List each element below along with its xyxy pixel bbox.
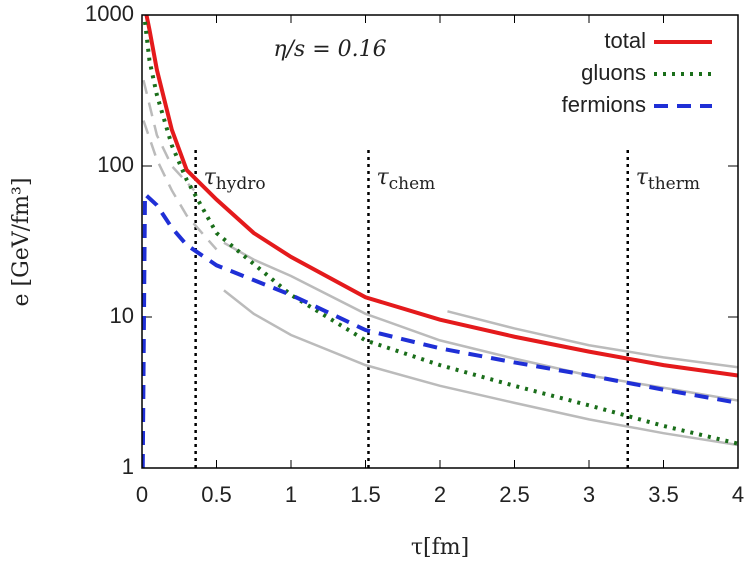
reference-label: τtherm bbox=[636, 165, 700, 194]
x-tick-label: 3 bbox=[583, 482, 595, 507]
plot-frame bbox=[141, 14, 739, 469]
series-line bbox=[142, 21, 738, 446]
y-axis-label: e [GeV/fm³] bbox=[9, 178, 34, 307]
y-tick-label: 100 bbox=[97, 152, 134, 177]
x-axis-label: τ[fm] bbox=[411, 535, 469, 560]
legend-label: total bbox=[604, 28, 646, 53]
reference-subscript: chem bbox=[389, 174, 436, 194]
series-line bbox=[142, 79, 196, 192]
x-tick-label: 2 bbox=[434, 482, 446, 507]
x-tick-label: 2.5 bbox=[499, 482, 530, 507]
x-tick-label: 3.5 bbox=[648, 482, 679, 507]
y-tick-label: 10 bbox=[110, 303, 134, 328]
x-tick-label: 0.5 bbox=[201, 482, 232, 507]
x-tick-label: 4 bbox=[732, 482, 744, 507]
series-line bbox=[142, 189, 738, 468]
series-line bbox=[144, 15, 738, 378]
series-line bbox=[223, 289, 738, 447]
series-line bbox=[447, 310, 738, 369]
reference-symbol: τ bbox=[204, 165, 217, 190]
reference-symbol: τ bbox=[376, 165, 389, 190]
y-tick-label: 1000 bbox=[85, 1, 134, 26]
reference-label: τhydro bbox=[204, 165, 266, 194]
x-tick-label: 1 bbox=[285, 482, 297, 507]
series-line bbox=[142, 120, 218, 251]
x-tick-label: 0 bbox=[136, 482, 148, 507]
reference-subscript: therm bbox=[648, 174, 700, 194]
reference-label: τchem bbox=[376, 165, 435, 194]
reference-symbol: τ bbox=[636, 165, 649, 190]
reference-subscript: hydro bbox=[216, 174, 266, 194]
y-tick-label: 1 bbox=[122, 454, 134, 479]
series-line bbox=[223, 241, 738, 402]
legend-label: gluons bbox=[581, 60, 646, 85]
x-tick-label: 1.5 bbox=[350, 482, 381, 507]
legend-label: fermions bbox=[562, 92, 646, 117]
annotation: η/s = 0.16 bbox=[273, 37, 386, 62]
